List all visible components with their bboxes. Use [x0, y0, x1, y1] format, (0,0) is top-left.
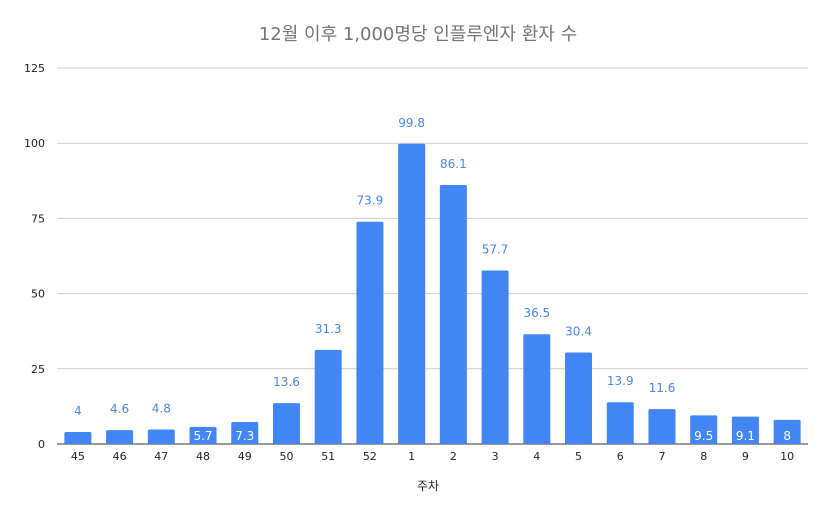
data-label: 13.9 — [607, 374, 634, 388]
y-tick-label: 100 — [24, 137, 45, 150]
y-axis-ticks: 0 25 50 75 100 125 — [24, 62, 45, 451]
bar — [356, 221, 384, 444]
data-label: 57.7 — [482, 242, 509, 256]
data-label: 7.3 — [235, 429, 254, 443]
x-tick-label: 4 — [533, 450, 540, 463]
data-labels: 4 4.6 4.8 5.7 7.3 13.6 31.3 73.9 99.8 86.1 57.7 36.… — [74, 116, 791, 443]
bar — [523, 334, 551, 444]
y-tick-label: 0 — [38, 438, 45, 451]
x-tick-label: 48 — [196, 450, 210, 463]
gridlines — [57, 67, 808, 445]
bar — [147, 429, 175, 444]
x-tick-label: 1 — [408, 450, 415, 463]
bar — [231, 422, 259, 444]
data-label: 9.5 — [694, 429, 713, 443]
x-axis-title: 주차 — [417, 479, 439, 493]
data-label: 36.5 — [523, 306, 550, 320]
bar — [64, 431, 92, 444]
y-tick-label: 50 — [31, 288, 45, 301]
data-label: 73.9 — [357, 194, 384, 208]
data-label: 4.6 — [110, 402, 129, 416]
bar — [690, 415, 718, 444]
x-tick-label: 9 — [742, 450, 749, 463]
bar — [106, 430, 134, 444]
data-label: 30.4 — [565, 325, 592, 339]
bar — [398, 143, 426, 444]
data-label: 99.8 — [398, 116, 425, 130]
data-label: 4.8 — [152, 402, 171, 416]
bar — [565, 352, 593, 444]
data-label: 31.3 — [315, 322, 342, 336]
x-tick-label: 51 — [321, 450, 335, 463]
x-tick-label: 2 — [450, 450, 457, 463]
y-tick-label: 25 — [31, 363, 45, 376]
data-label: 4 — [74, 404, 82, 418]
bar — [272, 403, 300, 444]
bar — [481, 270, 509, 444]
x-tick-label: 3 — [492, 450, 499, 463]
x-tick-label: 7 — [658, 450, 665, 463]
chart-title: 12월 이후 1,000명당 인플루엔자 환자 수 — [259, 24, 577, 45]
bar — [439, 185, 467, 444]
x-axis-ticks: 45 46 47 48 49 50 51 52 1 2 3 4 5 6 7 8 9 10 — [71, 450, 794, 463]
data-label: 5.7 — [193, 429, 212, 443]
data-label: 13.6 — [273, 375, 300, 389]
data-label: 11.6 — [649, 381, 676, 395]
bars — [64, 143, 801, 444]
data-label: 8 — [783, 429, 791, 443]
x-tick-label: 6 — [617, 450, 624, 463]
x-tick-label: 52 — [363, 450, 377, 463]
x-tick-label: 8 — [700, 450, 707, 463]
x-tick-label: 49 — [238, 450, 252, 463]
bar — [606, 402, 634, 444]
x-tick-label: 50 — [279, 450, 293, 463]
x-tick-label: 5 — [575, 450, 582, 463]
x-tick-label: 46 — [113, 450, 127, 463]
bar — [189, 426, 217, 444]
y-tick-label: 125 — [24, 62, 45, 75]
y-tick-label: 75 — [31, 212, 45, 225]
data-label: 9.1 — [736, 429, 755, 443]
bar — [773, 419, 801, 444]
x-tick-label: 10 — [780, 450, 794, 463]
data-label: 86.1 — [440, 157, 467, 171]
bar — [648, 409, 676, 444]
x-tick-label: 45 — [71, 450, 85, 463]
bar — [731, 416, 759, 444]
x-tick-label: 47 — [154, 450, 168, 463]
bar — [314, 349, 342, 444]
